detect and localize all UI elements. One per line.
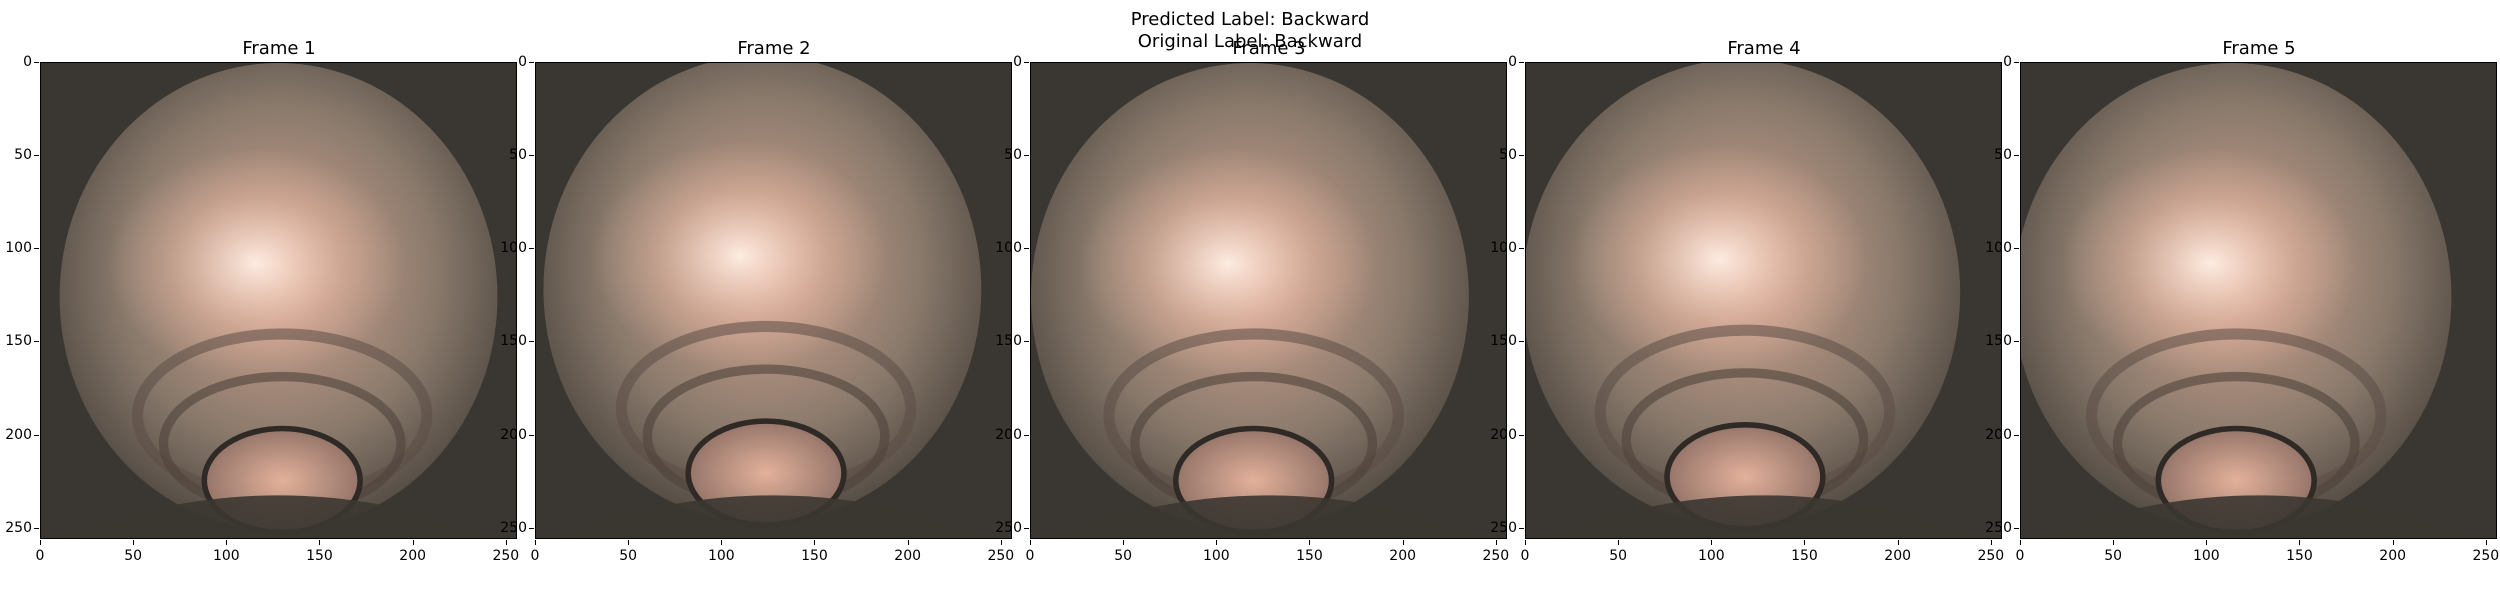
- endoscopy-frame-image: [40, 62, 517, 539]
- frame-title: Frame 1: [242, 38, 316, 59]
- frame-title: Frame 4: [1727, 38, 1801, 59]
- x-tick-label: 0: [1010, 540, 1050, 564]
- x-tick-label: 0: [515, 540, 555, 564]
- y-tick-label: 0: [0, 54, 39, 70]
- y-tick-label: 50: [1976, 147, 2019, 163]
- y-tick-label: 50: [491, 147, 534, 163]
- x-tick-label: 150: [794, 540, 834, 564]
- x-tick-label: 100: [1691, 540, 1731, 564]
- y-tick-label: 250: [1481, 520, 1524, 536]
- y-tick-label: 200: [1481, 427, 1524, 443]
- figure-suptitle-predicted: Predicted Label: Backward: [1130, 9, 1370, 30]
- x-tick-label: 100: [1196, 540, 1236, 564]
- y-tick-label: 50: [986, 147, 1029, 163]
- y-tick-label: 50: [1481, 147, 1524, 163]
- x-tick-label: 200: [1878, 540, 1918, 564]
- y-tick-label: 200: [0, 427, 39, 443]
- y-tick-label: 50: [0, 147, 39, 163]
- y-tick-label: 200: [1976, 427, 2019, 443]
- y-tick-label: 150: [491, 333, 534, 349]
- x-tick-label: 100: [206, 540, 246, 564]
- x-tick-label: 200: [888, 540, 928, 564]
- x-tick-label: 200: [393, 540, 433, 564]
- endoscopy-frame-image: [2020, 62, 2497, 539]
- endoscopy-frame-image: [535, 62, 1012, 539]
- y-tick-label: 250: [986, 520, 1029, 536]
- frame-panel-3: Frame 3 0 50 100 150 200 250 0 50 100 150 200 250: [995, 0, 1509, 600]
- x-tick-label: 0: [1505, 540, 1545, 564]
- y-tick-label: 150: [1976, 333, 2019, 349]
- frame-title: Frame 3: [1232, 38, 1306, 59]
- y-tick-label: 100: [491, 240, 534, 256]
- x-tick-label: 250: [1476, 540, 1516, 564]
- y-tick-label: 0: [1481, 54, 1524, 70]
- y-tick-label: 0: [491, 54, 534, 70]
- x-tick-label: 200: [2373, 540, 2413, 564]
- x-tick-label: 250: [1971, 540, 2011, 564]
- frame-panel-5: Frame 5 0 50 100 150 200 250 0 50 100 150 200 250: [1985, 0, 2500, 600]
- x-tick-label: 100: [701, 540, 741, 564]
- x-tick-label: 0: [2000, 540, 2040, 564]
- frame-panel-1: Frame 1 0 50 100 150 200 250 0 50 100 150 200 250: [5, 0, 519, 600]
- x-tick-label: 250: [2466, 540, 2500, 564]
- x-tick-label: 250: [486, 540, 526, 564]
- y-tick-label: 0: [986, 54, 1029, 70]
- x-tick-label: 50: [1598, 540, 1638, 564]
- x-tick-label: 150: [2279, 540, 2319, 564]
- frame-title: Frame 5: [2222, 38, 2296, 59]
- y-tick-label: 250: [0, 520, 39, 536]
- x-tick-label: 200: [1383, 540, 1423, 564]
- y-tick-label: 100: [1976, 240, 2019, 256]
- x-tick-label: 50: [1103, 540, 1143, 564]
- y-tick-label: 100: [0, 240, 39, 256]
- x-tick-label: 150: [1289, 540, 1329, 564]
- y-tick-label: 150: [1481, 333, 1524, 349]
- x-tick-label: 150: [1784, 540, 1824, 564]
- x-tick-label: 150: [299, 540, 339, 564]
- y-tick-label: 150: [986, 333, 1029, 349]
- y-tick-label: 0: [1976, 54, 2019, 70]
- frame-panel-4: Frame 4 0 50 100 150 200 250 0 50 100 150 200 250: [1490, 0, 2004, 600]
- y-tick-label: 100: [986, 240, 1029, 256]
- x-tick-label: 100: [2186, 540, 2226, 564]
- frame-title: Frame 2: [737, 38, 811, 59]
- y-tick-label: 250: [1976, 520, 2019, 536]
- endoscopy-frame-image: [1030, 62, 1507, 539]
- x-tick-label: 50: [608, 540, 648, 564]
- y-tick-label: 100: [1481, 240, 1524, 256]
- figure-suptitle-original: Original Label: Backward: [1137, 31, 1363, 52]
- y-tick-label: 200: [491, 427, 534, 443]
- x-tick-label: 0: [20, 540, 60, 564]
- y-tick-label: 150: [0, 333, 39, 349]
- y-tick-label: 250: [491, 520, 534, 536]
- y-tick-label: 200: [986, 427, 1029, 443]
- x-tick-label: 50: [113, 540, 153, 564]
- endoscopy-frame-image: [1525, 62, 2002, 539]
- x-tick-label: 50: [2093, 540, 2133, 564]
- x-tick-label: 250: [981, 540, 1021, 564]
- frame-panel-2: Frame 2 0 50 100 150 200 250 0 50 100 150 200 250: [500, 0, 1014, 600]
